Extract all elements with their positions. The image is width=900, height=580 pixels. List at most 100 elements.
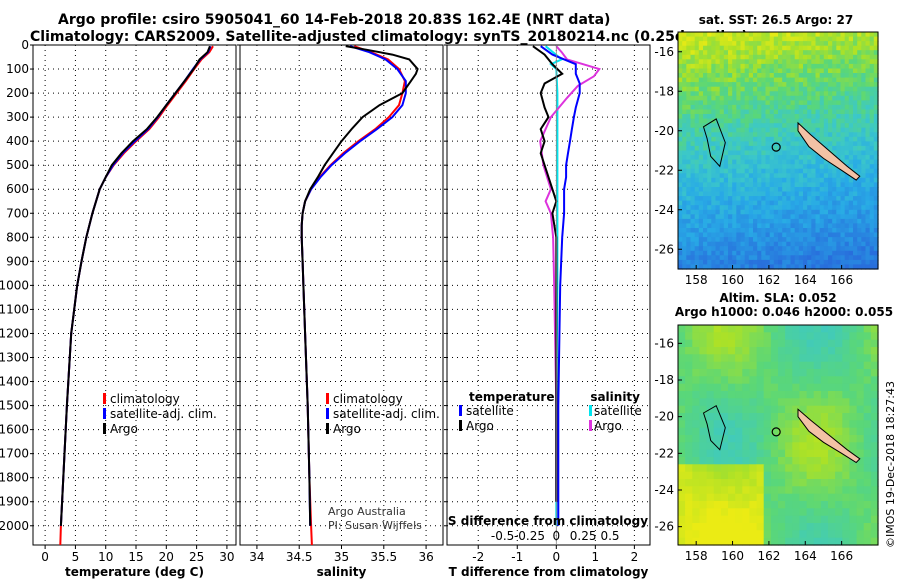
sla-map-ytick-label: -20 bbox=[654, 410, 674, 424]
sla-map-cell bbox=[749, 369, 758, 377]
sst-map-cell bbox=[848, 86, 854, 92]
sst-map-cell bbox=[853, 118, 858, 124]
sst-map-cell bbox=[869, 132, 875, 138]
sst-map-cell bbox=[773, 100, 779, 106]
sst-map-cell bbox=[869, 241, 875, 247]
sst-map-cell bbox=[840, 196, 846, 202]
sla-map-cell bbox=[792, 442, 800, 451]
sst-map-cell bbox=[711, 36, 717, 42]
sst-map-cell bbox=[711, 205, 717, 211]
sst-map-cell bbox=[748, 136, 754, 142]
sst-map-cell bbox=[690, 255, 696, 261]
sst-map-cell bbox=[861, 59, 867, 65]
sst-map-cell bbox=[848, 218, 854, 225]
sst-map-cell bbox=[832, 104, 837, 111]
sst-map-cell bbox=[707, 214, 712, 220]
sst-map-cell bbox=[703, 187, 708, 193]
sst-map-cell bbox=[728, 86, 733, 92]
sst-map-cell bbox=[765, 32, 771, 38]
sla-map-cell bbox=[692, 383, 700, 392]
sst-map-cell bbox=[844, 104, 850, 111]
sst-map-cell bbox=[857, 136, 862, 142]
salinity-xtick-label: 35.5 bbox=[370, 550, 397, 564]
sst-map-cell bbox=[682, 241, 687, 247]
sst-map-cell bbox=[790, 182, 796, 188]
sst-map-cell bbox=[815, 214, 821, 220]
sst-map-cell bbox=[719, 63, 725, 70]
sla-map-cell bbox=[813, 405, 822, 414]
sst-map-cell bbox=[786, 63, 792, 70]
sst-map-cell bbox=[690, 223, 696, 229]
sst-map-cell bbox=[723, 191, 729, 197]
sla-map-cell bbox=[720, 435, 729, 443]
sst-map-cell bbox=[707, 114, 712, 120]
sla-map-cell bbox=[849, 339, 858, 348]
sst-map-cell bbox=[853, 114, 858, 120]
sst-map-cell bbox=[840, 218, 846, 225]
sst-map-cell bbox=[819, 109, 825, 115]
sst-map-cell bbox=[769, 118, 775, 124]
difference-xlabel: T difference from climatology bbox=[449, 565, 649, 579]
sla-map-cell bbox=[799, 405, 808, 414]
sst-map-cell bbox=[773, 168, 779, 174]
sst-map-cell bbox=[794, 200, 800, 206]
sst-map-cell bbox=[694, 246, 700, 252]
sst-map-cell bbox=[732, 150, 737, 156]
sst-map-cell bbox=[869, 82, 875, 88]
sst-map-cell bbox=[753, 132, 758, 138]
sst-map-cell bbox=[773, 228, 779, 234]
sst-map-cell bbox=[690, 177, 696, 183]
sst-map-cell bbox=[861, 200, 867, 206]
sst-map-cell bbox=[765, 54, 771, 60]
sst-map-cell bbox=[794, 86, 800, 92]
sst-map-cell bbox=[678, 205, 683, 211]
sst-map-cell bbox=[744, 237, 750, 243]
sst-map-cell bbox=[711, 250, 717, 256]
sst-map-cell bbox=[794, 187, 800, 193]
sst-map-cell bbox=[848, 196, 854, 202]
sla-map-cell bbox=[778, 325, 786, 333]
sla-map-cell bbox=[720, 369, 729, 377]
sst-map-cell bbox=[678, 141, 683, 147]
sst-map-cell bbox=[819, 45, 825, 51]
sla-map-cell bbox=[749, 420, 758, 429]
sst-map-cell bbox=[748, 187, 754, 193]
sla-map-cell bbox=[770, 442, 779, 451]
sla-map-cell bbox=[706, 530, 715, 539]
sst-map-cell bbox=[848, 228, 854, 234]
sst-map-cell bbox=[786, 77, 792, 83]
sst-map-cell bbox=[819, 177, 825, 183]
sst-map-cell bbox=[744, 209, 750, 215]
sst-map-cell bbox=[828, 168, 833, 174]
sst-map-cell bbox=[869, 95, 875, 101]
sst-map-cell bbox=[753, 77, 758, 83]
sst-map-cell bbox=[823, 241, 829, 247]
sst-map-cell bbox=[719, 73, 725, 79]
sst-map-cell bbox=[690, 91, 696, 97]
sla-map-cell bbox=[835, 493, 843, 502]
sst-map-cell bbox=[694, 264, 700, 270]
sst-map-cell bbox=[748, 104, 754, 111]
sst-map-cell bbox=[757, 118, 762, 124]
sst-map-cell bbox=[778, 237, 783, 243]
sst-map-cell bbox=[757, 82, 762, 88]
sst-map-cell bbox=[828, 45, 833, 51]
sst-map-cell bbox=[703, 36, 708, 42]
sla-map-cell bbox=[699, 435, 708, 443]
sla-map-cell bbox=[820, 383, 829, 392]
sla-map-cell bbox=[692, 530, 700, 539]
sla-map-cell bbox=[720, 347, 729, 355]
sla-map-cell bbox=[770, 391, 779, 399]
sst-map-cell bbox=[848, 250, 854, 256]
sla-map-cell bbox=[835, 332, 843, 341]
sst-map-cell bbox=[815, 63, 821, 70]
sla-map-cell bbox=[870, 391, 879, 399]
sst-map-cell bbox=[744, 59, 750, 65]
sst-map-cell bbox=[765, 95, 771, 101]
sst-map-cell bbox=[803, 182, 808, 188]
sst-map-cell bbox=[798, 141, 804, 147]
sla-map-cell bbox=[692, 332, 700, 341]
sla-map-cell bbox=[813, 339, 822, 348]
sla-map-cell bbox=[742, 457, 750, 465]
sst-map-cell bbox=[819, 182, 825, 188]
